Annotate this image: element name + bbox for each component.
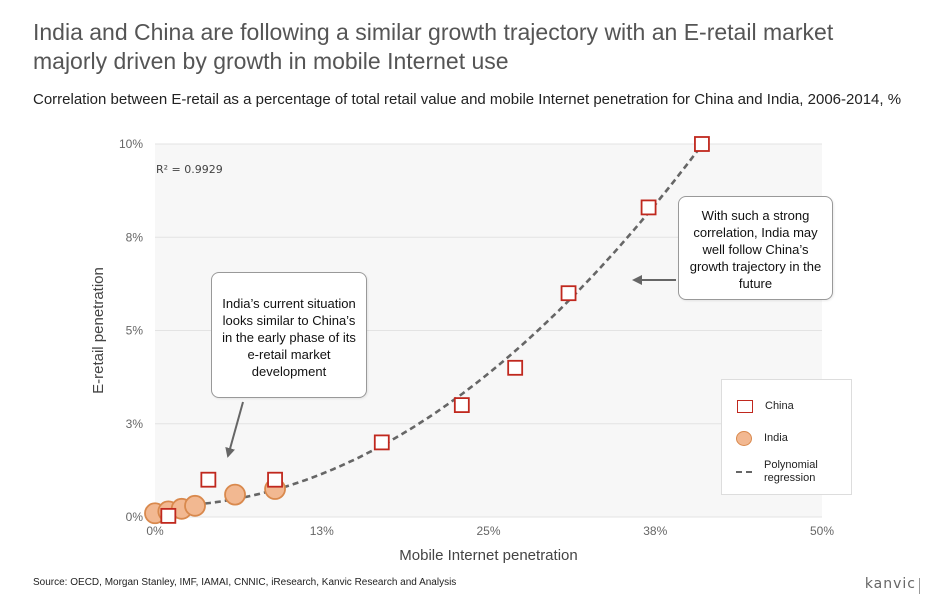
legend-item-india: India xyxy=(736,431,788,446)
india-callout-arrow xyxy=(225,401,244,458)
india-point xyxy=(184,494,206,517)
y-tick-label: 5% xyxy=(126,324,144,338)
brand-divider xyxy=(919,578,920,594)
china-point xyxy=(694,136,710,152)
legend-item-regression: Polynomial regression xyxy=(736,459,834,485)
y-tick-label: 8% xyxy=(126,230,144,244)
chart-subtitle: Correlation between E-retail as a percen… xyxy=(33,91,902,108)
dashed-line-icon xyxy=(736,471,752,473)
x-tick-label: 0% xyxy=(146,524,164,538)
x-tick-label: 25% xyxy=(476,524,500,538)
callout-arrows xyxy=(225,275,676,458)
x-tick-label: 38% xyxy=(643,524,667,538)
china-callout-text: With such a strong correlation, India ma… xyxy=(689,208,822,291)
x-tick-label: 50% xyxy=(810,524,834,538)
brand-logo: kanvic xyxy=(864,576,916,592)
legend-label-china: China xyxy=(765,400,794,412)
legend-item-china: China xyxy=(736,400,794,413)
china-point xyxy=(507,359,524,376)
y-tick-label: 3% xyxy=(126,417,144,431)
source-note: Source: OECD, Morgan Stanley, IMF, IAMAI… xyxy=(33,577,457,588)
regression-curve xyxy=(155,144,703,508)
china-point xyxy=(267,471,283,488)
chart-title: India and China are following a similar … xyxy=(33,19,834,74)
china-point xyxy=(200,471,217,488)
x-axis-label: Mobile Internet penetration xyxy=(399,547,577,564)
x-tick-label: 13% xyxy=(310,524,334,538)
square-marker-icon xyxy=(737,400,753,413)
india-point xyxy=(224,483,246,506)
x-axis-ticks: 0% 13% 25% 38% 50% xyxy=(146,524,834,538)
r-squared-label: R² = 0.9929 xyxy=(156,163,223,176)
china-point xyxy=(160,507,177,524)
y-axis-ticks: 0% 3% 5% 8% 10% xyxy=(119,137,143,524)
y-tick-label: 0% xyxy=(126,510,144,524)
india-callout-text: India’s current situation looks similar … xyxy=(222,296,356,379)
china-point xyxy=(640,199,657,216)
y-axis-label: E-retail penetration xyxy=(90,267,107,394)
china-point xyxy=(453,397,470,414)
china-point xyxy=(560,285,577,302)
y-tick-label: 10% xyxy=(119,137,143,151)
legend-label-regression: Polynomial regression xyxy=(764,459,818,484)
china-callout: With such a strong correlation, India ma… xyxy=(678,196,833,300)
legend-label-india: India xyxy=(764,432,788,444)
circle-marker-icon xyxy=(736,431,752,446)
india-callout: India’s current situation looks similar … xyxy=(211,272,367,398)
china-series xyxy=(160,136,710,524)
chart-legend: China India Polynomial regression xyxy=(721,379,852,495)
china-point xyxy=(373,434,390,451)
